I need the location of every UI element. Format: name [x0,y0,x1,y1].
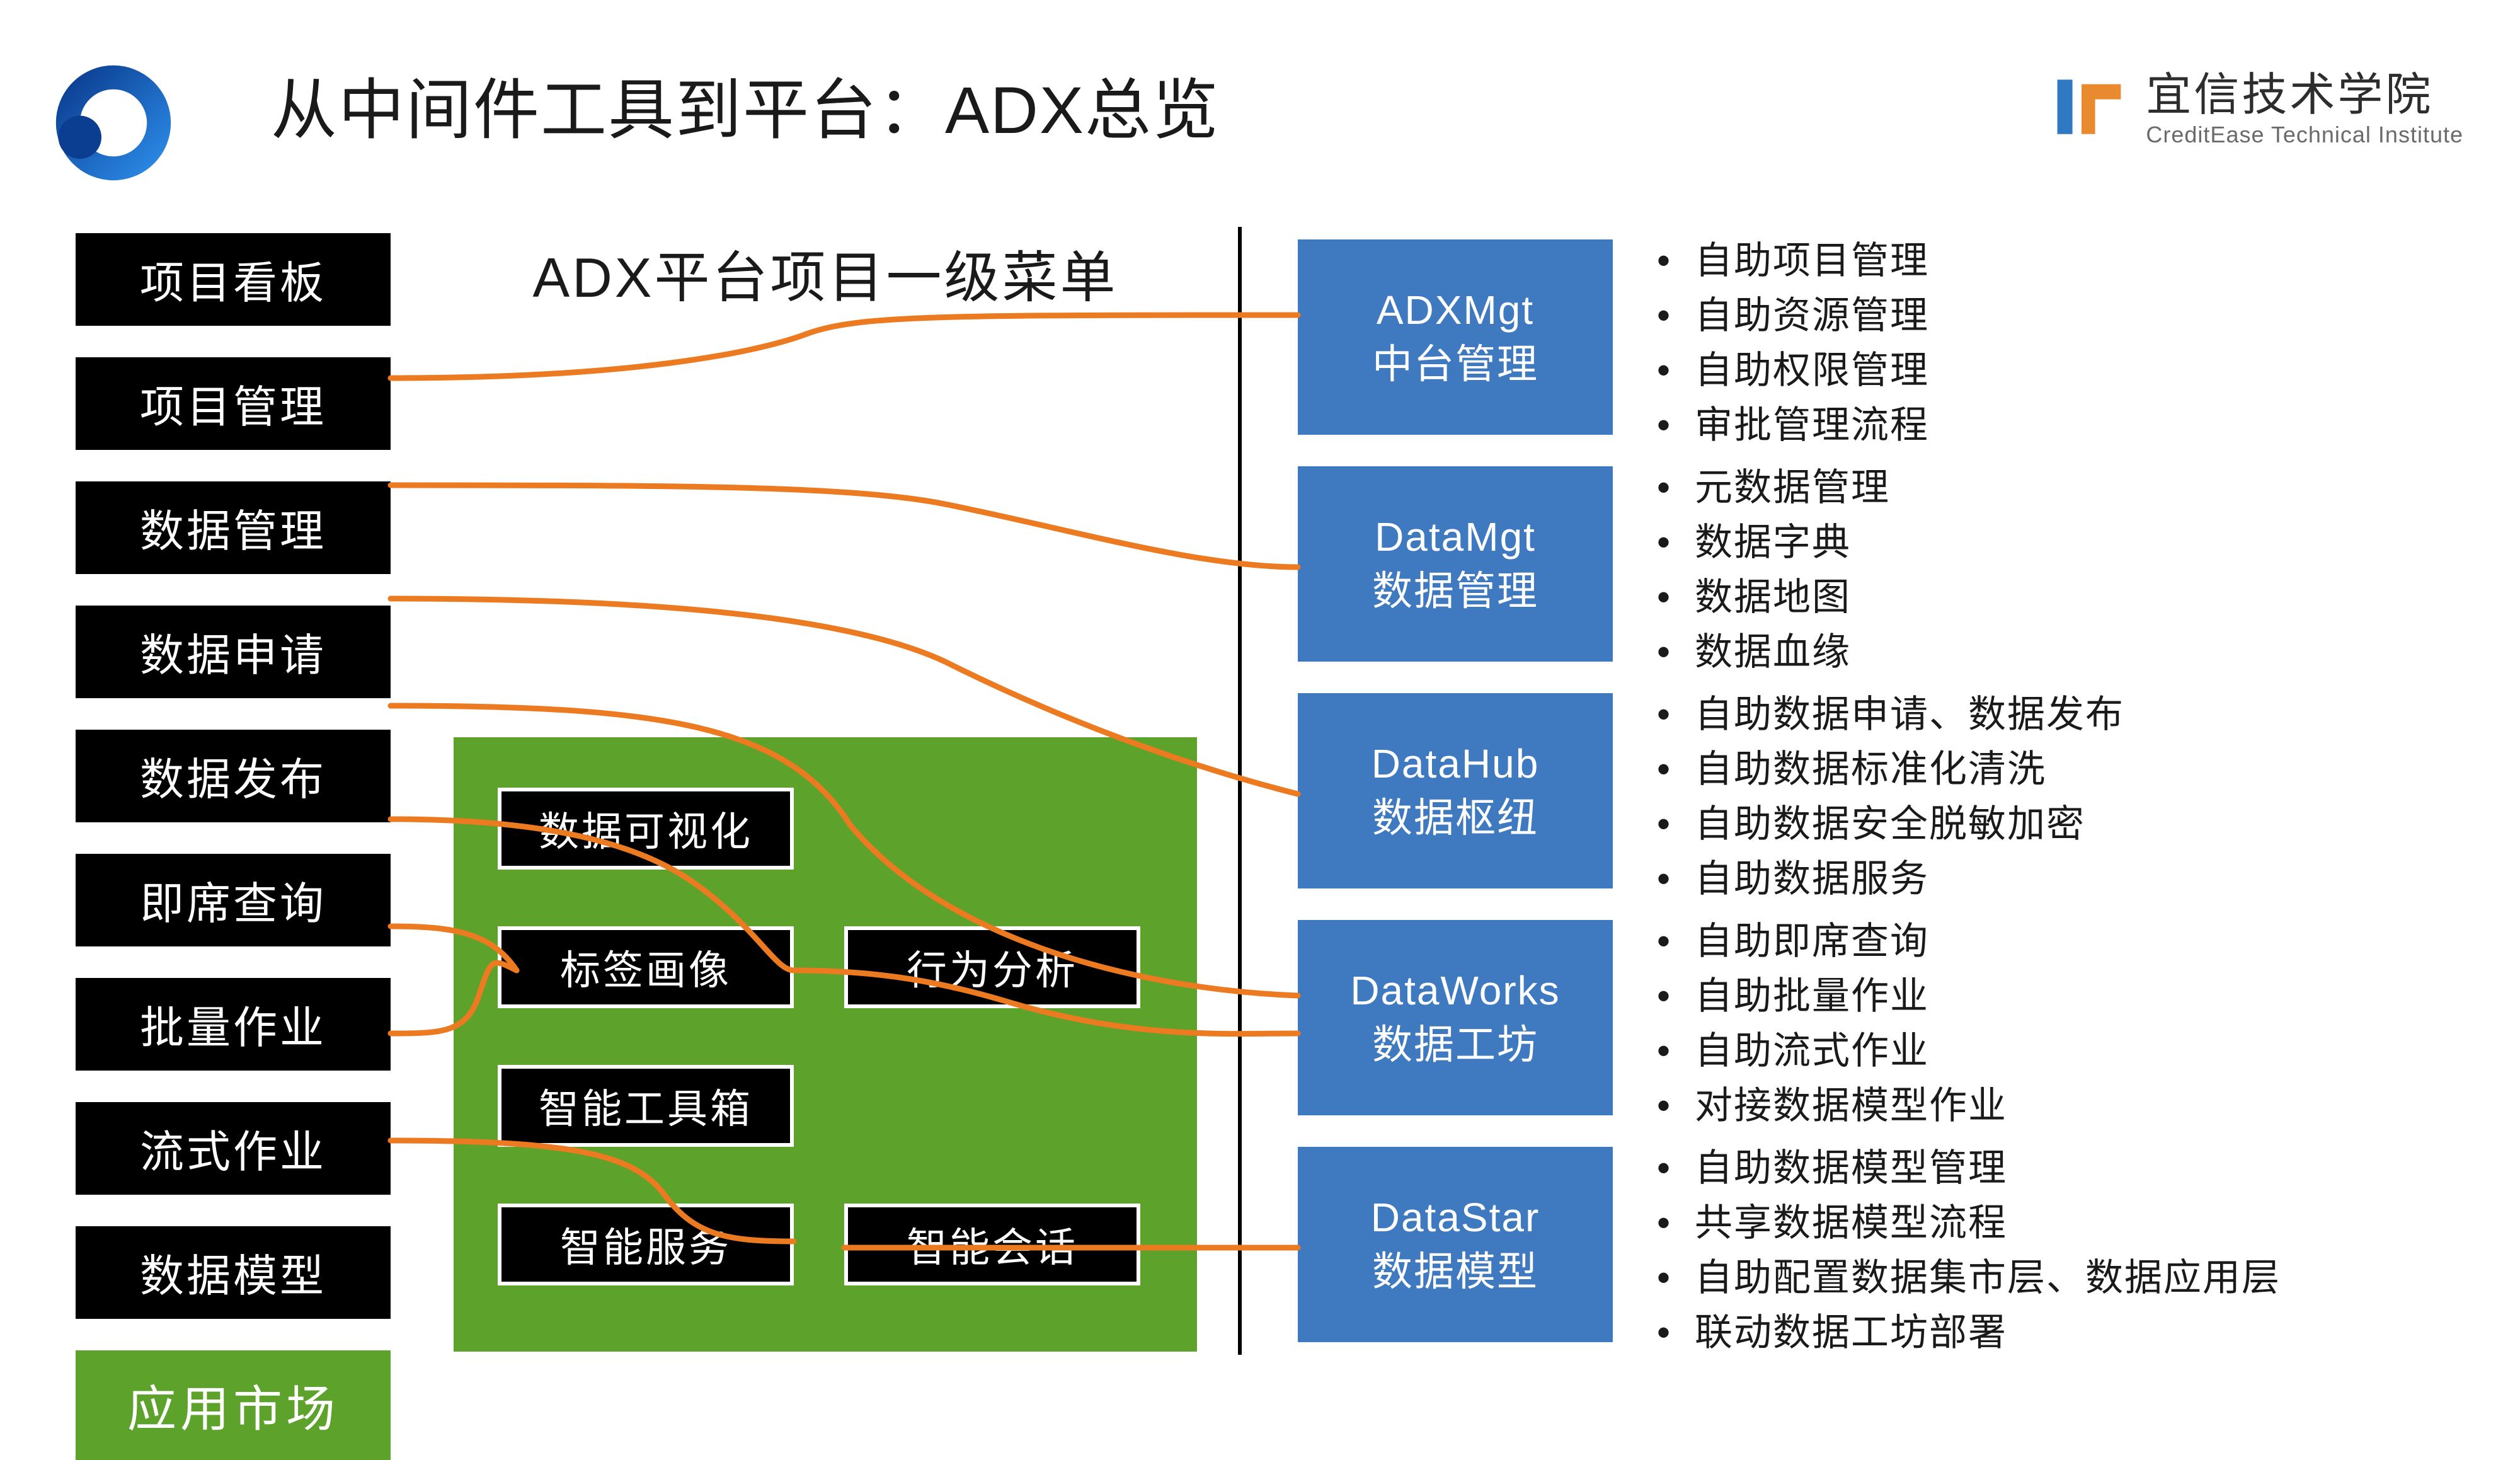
module-bullets: 自助数据模型管理共享数据模型流程自助配置数据集市层、数据应用层联动数据工坊部署 [1657,1141,2488,1360]
bullet-item: 自助权限管理 [1657,343,2488,398]
bullet-item: 自助数据标准化清洗 [1657,742,2488,796]
left-menu: 项目看板 项目管理 数据管理 数据申请 数据发布 即席查询 批量作业 流式作业 … [76,233,391,1460]
page-title: 从中间件工具到平台：ADX总览 [271,57,1220,152]
green-item: 智能服务 [498,1204,794,1285]
left-item: 流式作业 [76,1102,391,1195]
bullet-item: 审批管理流程 [1657,398,2488,452]
bullet-item: 共享数据模型流程 [1657,1195,2488,1250]
bullet-item: 数据地图 [1657,570,2488,624]
bullet-item: 数据血缘 [1657,624,2488,679]
module-card: DataStar数据模型 [1298,1147,1613,1342]
module-bullets: 自助即席查询自助批量作业自助流式作业对接数据模型作业 [1657,914,2488,1133]
module-en: ADXMgt [1304,283,1606,337]
module-cn: 数据枢纽 [1304,791,1606,845]
logo-icon [54,63,173,183]
bullet-item: 联动数据工坊部署 [1657,1305,2488,1360]
green-item: 智能会话 [844,1204,1140,1285]
menu-heading: ADX平台项目一级菜单 [479,233,1172,313]
bullet-item: 元数据管理 [1657,460,2488,515]
module-en: DataWorks [1304,963,1606,1018]
left-item: 数据模型 [76,1226,391,1319]
module-bullets: 自助数据申请、数据发布自助数据标准化清洗自助数据安全脱敏加密自助数据服务 [1657,687,2488,906]
left-item: 数据申请 [76,606,391,698]
module-en: DataStar [1304,1190,1606,1244]
module-card: ADXMgt中台管理 [1298,239,1613,435]
bullet-item: 自助资源管理 [1657,288,2488,343]
vertical-divider [1238,227,1242,1355]
module-cn: 数据管理 [1304,564,1606,618]
bullet-item: 自助批量作业 [1657,969,2488,1023]
bullet-item: 对接数据模型作业 [1657,1078,2488,1133]
green-item: 行为分析 [844,926,1140,1008]
green-item: 智能工具箱 [498,1065,794,1147]
module-card: DataWorks数据工坊 [1298,920,1613,1115]
module-en: DataHub [1304,737,1606,791]
module-cn: 数据模型 [1304,1244,1606,1299]
bullet-item: 自助项目管理 [1657,233,2488,288]
module-bullets: 元数据管理数据字典数据地图数据血缘 [1657,460,2488,679]
bullet-item: 自助数据服务 [1657,851,2488,906]
institute-brand: 宜信技术学院 CreditEase Technical Institute [2051,69,2463,147]
left-item: 数据管理 [76,481,391,574]
green-item: 标签画像 [498,926,794,1008]
bullet-item: 自助数据安全脱敏加密 [1657,796,2488,851]
left-item: 数据发布 [76,730,391,822]
module-card: DataHub数据枢纽 [1298,693,1613,888]
module-bullets: 自助项目管理自助资源管理自助权限管理审批管理流程 [1657,233,2488,452]
module-cn: 中台管理 [1304,337,1606,391]
left-item-market: 应用市场 [76,1350,391,1460]
left-item: 项目管理 [76,357,391,450]
bullet-item: 数据字典 [1657,515,2488,570]
module-card: DataMgt数据管理 [1298,466,1613,662]
module-cn: 数据工坊 [1304,1018,1606,1072]
left-item: 即席查询 [76,854,391,946]
left-item: 批量作业 [76,978,391,1071]
bullet-item: 自助即席查询 [1657,914,2488,969]
institute-icon [2051,71,2127,146]
institute-cn: 宜信技术学院 [2146,69,2463,122]
module-en: DataMgt [1304,510,1606,564]
bullet-item: 自助流式作业 [1657,1023,2488,1078]
bullet-item: 自助数据模型管理 [1657,1141,2488,1195]
bullet-item: 自助数据申请、数据发布 [1657,687,2488,742]
institute-en: CreditEase Technical Institute [2146,122,2463,147]
green-panel: 数据可视化标签画像行为分析智能工具箱智能服务智能会话 [454,737,1197,1352]
bullet-item: 自助配置数据集市层、数据应用层 [1657,1250,2488,1305]
left-item: 项目看板 [76,233,391,326]
green-item: 数据可视化 [498,788,794,870]
